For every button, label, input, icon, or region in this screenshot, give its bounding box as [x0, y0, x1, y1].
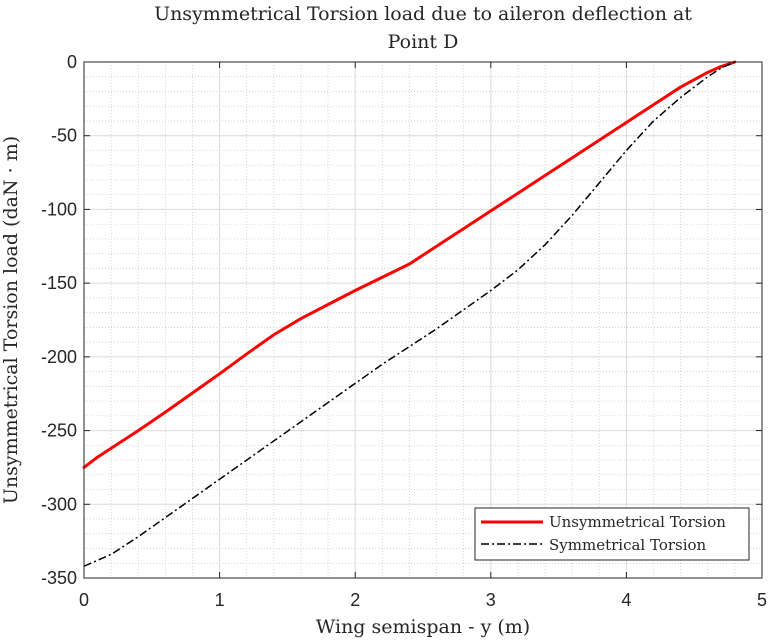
series-line-symmetrical-torsion	[83, 61, 736, 567]
y-tick-label: -250	[41, 421, 77, 441]
y-tick-label: -150	[41, 273, 77, 293]
x-tick-label: 5	[757, 590, 767, 610]
legend-box	[474, 507, 750, 561]
x-tick-label: 3	[486, 590, 496, 610]
axes-background	[84, 62, 762, 578]
plot-area	[82, 60, 763, 579]
tick-marks	[83, 61, 763, 579]
series-layer	[82, 60, 737, 567]
series-line-unsymmetrical-torsion	[82, 60, 737, 469]
legend-label-unsymmetrical: Unsymmetrical Torsion	[549, 513, 726, 531]
x-tick-label: 0	[79, 590, 89, 610]
axes-box	[83, 61, 763, 579]
y-tick-label: -300	[41, 494, 77, 514]
legend: Unsymmetrical Torsion Symmetrical Torsio…	[474, 507, 750, 561]
x-axis-label: Wing semispan - y (m)	[316, 616, 530, 638]
x-tick-label: 2	[350, 590, 360, 610]
x-tick-label: 1	[215, 590, 225, 610]
y-tick-label: 0	[67, 52, 77, 72]
y-tick-label: -350	[41, 568, 77, 588]
y-tick-labels: 0 -50 -100 -150 -200 -250 -300 -350	[41, 52, 77, 588]
y-tick-label: -100	[41, 199, 77, 219]
chart-title-line-1: Unsymmetrical Torsion load due to ailero…	[154, 3, 692, 25]
x-tick-labels: 0 1 2 3 4 5	[79, 590, 767, 610]
x-tick-label: 4	[621, 590, 631, 610]
y-tick-label: -50	[51, 126, 77, 146]
y-tick-label: -200	[41, 347, 77, 367]
y-axis-label: Unsymmetrical Torsion load (daN · m)	[0, 136, 22, 504]
chart-title-line-2: Point D	[388, 31, 459, 53]
legend-label-symmetrical: Symmetrical Torsion	[549, 536, 707, 554]
